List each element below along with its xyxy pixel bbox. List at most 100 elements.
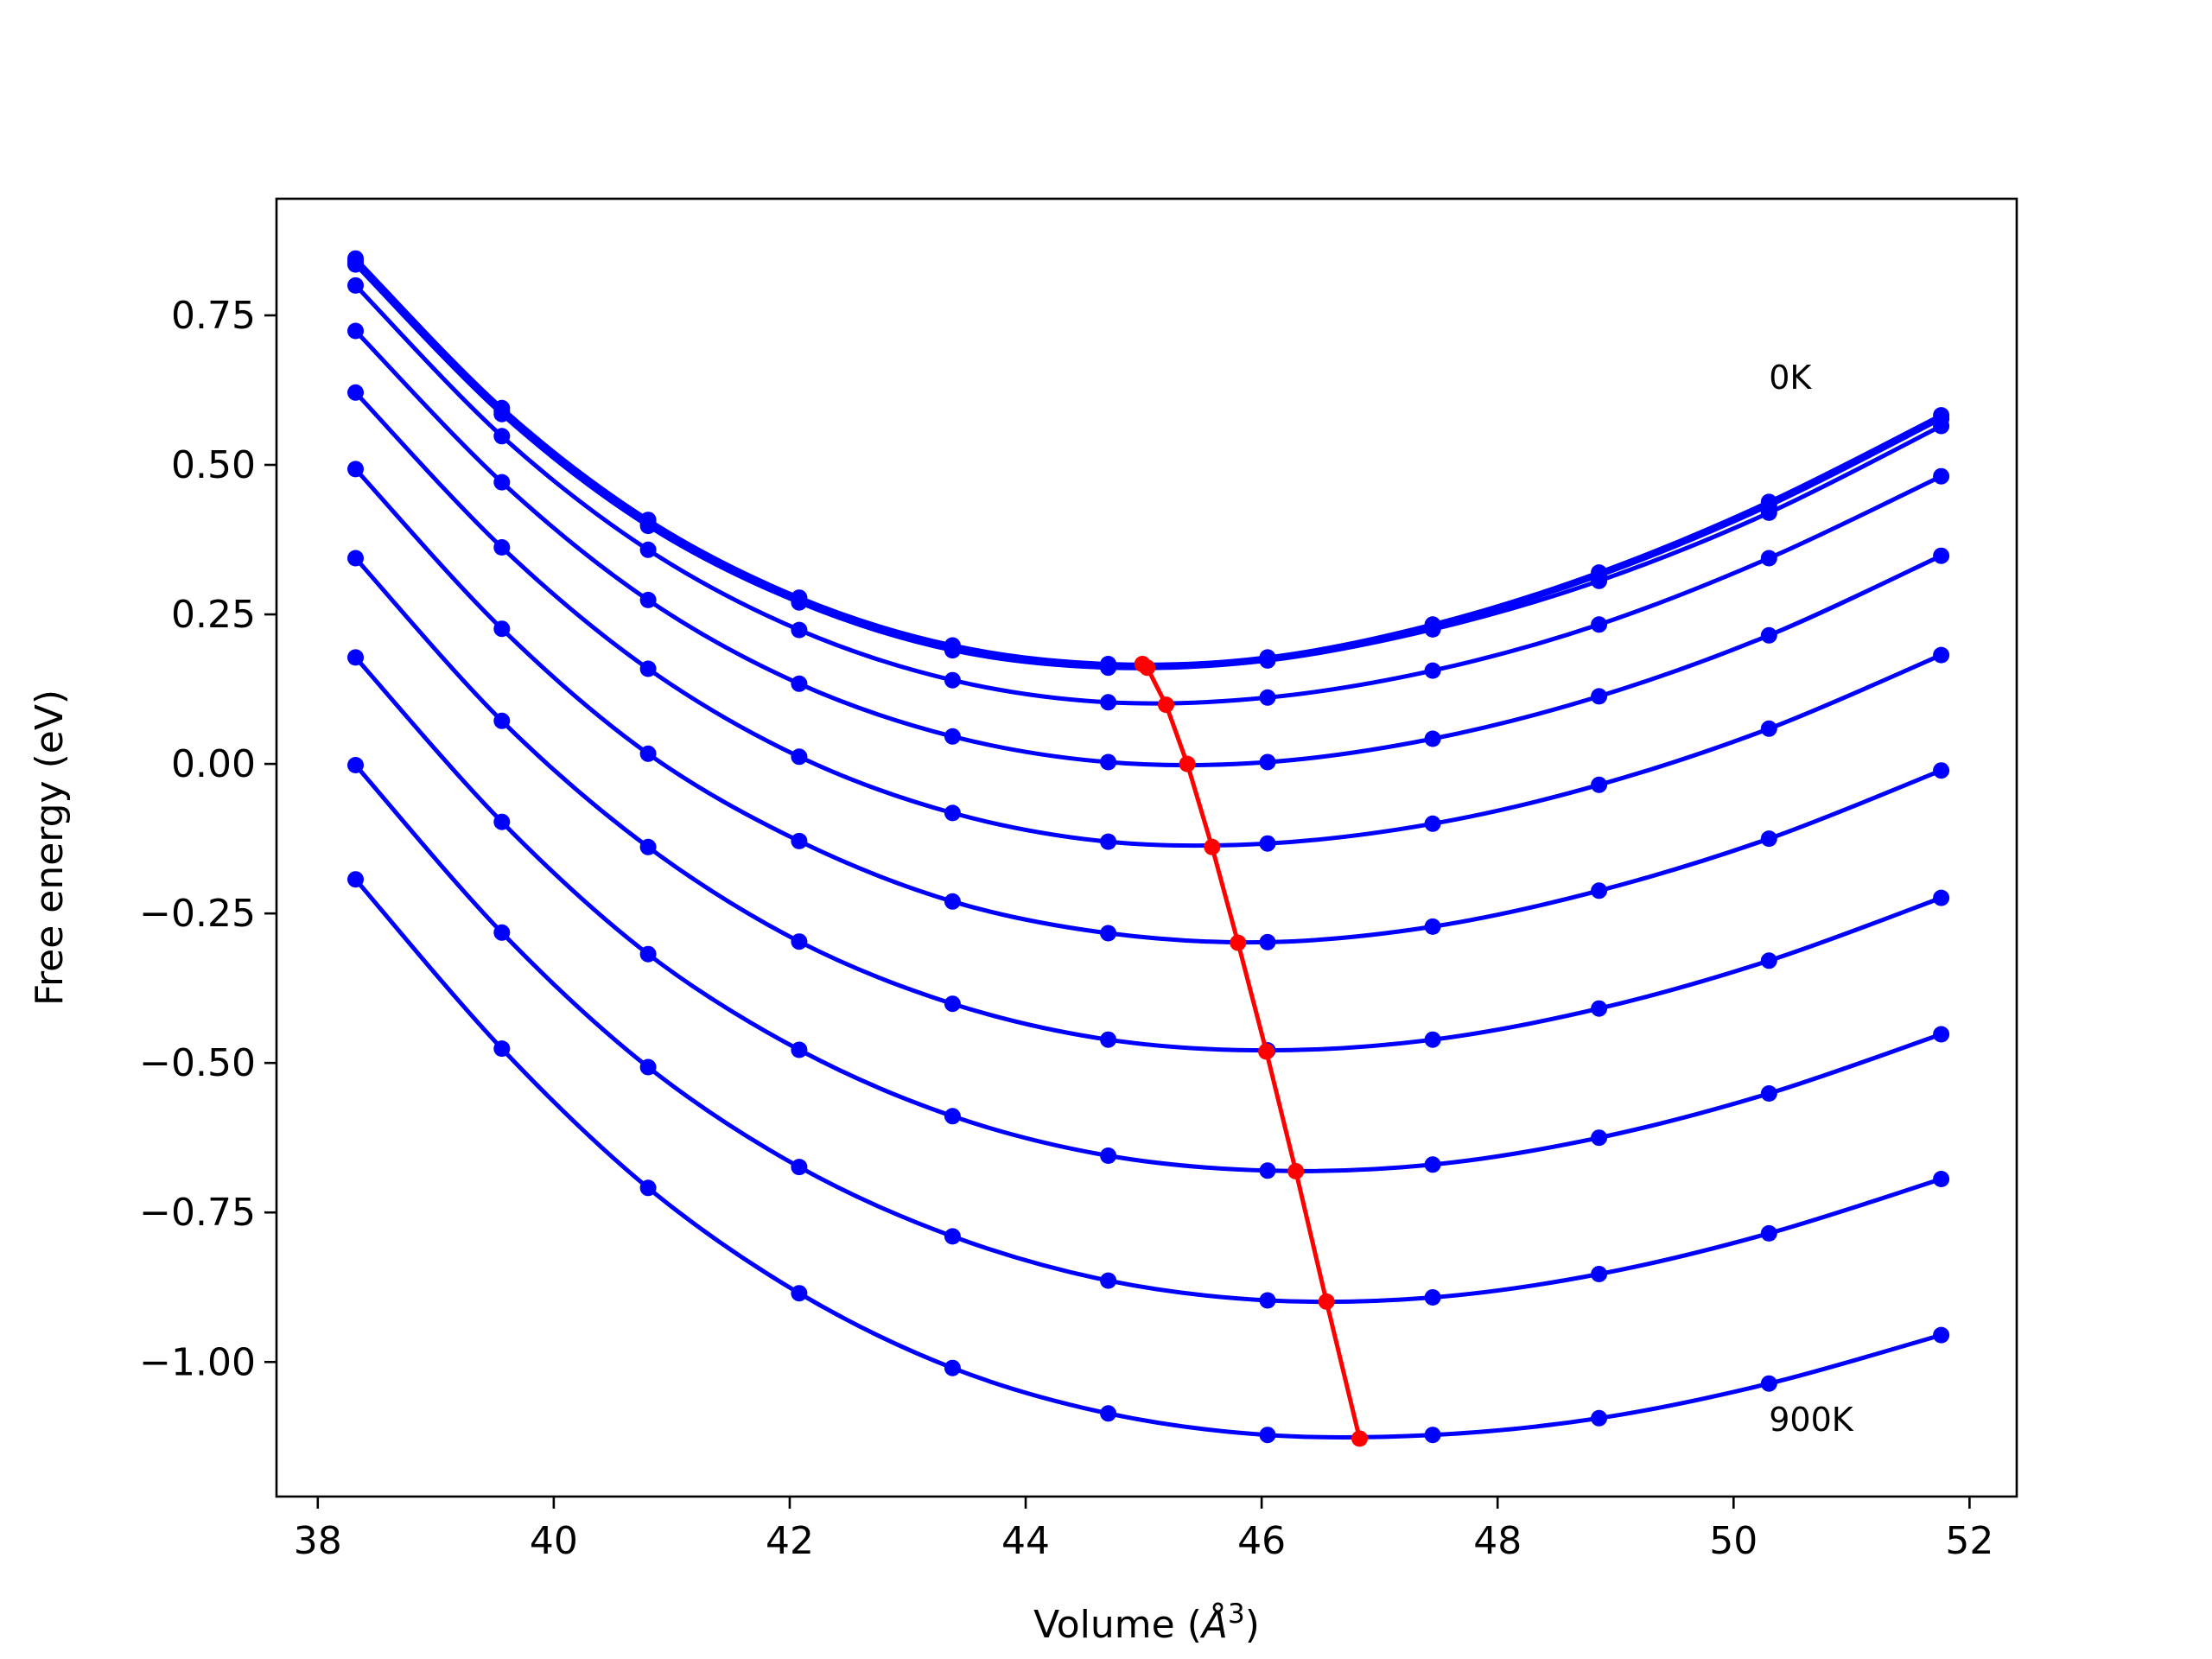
series-9-point-0	[347, 757, 364, 773]
series-3-point-6	[1259, 689, 1276, 706]
series-2-point-6	[1259, 652, 1276, 669]
series-9-point-3	[791, 1159, 808, 1176]
series-6-point-5	[1100, 925, 1117, 942]
series-9-point-10	[1933, 1171, 1950, 1187]
series-5-point-7	[1424, 815, 1441, 832]
series-6-point-10	[1933, 762, 1950, 779]
x-tick-label-2: 42	[766, 1519, 814, 1563]
y-tick-label-3: 0.00	[171, 742, 256, 786]
x-tick-label-6: 50	[1709, 1519, 1758, 1563]
x-tick-label-0: 38	[294, 1519, 342, 1563]
series-5-point-3	[791, 748, 808, 766]
series-7-point-7	[1424, 1031, 1441, 1048]
series-6-point-6	[1259, 933, 1276, 950]
minimum-point-7	[1287, 1163, 1305, 1179]
series-4-point-3	[791, 675, 808, 692]
series-3-point-4	[944, 671, 961, 689]
series-7-point-0	[347, 550, 364, 567]
series-2-point-5	[1100, 659, 1117, 677]
series-2-point-4	[944, 642, 961, 659]
series-3-point-7	[1424, 662, 1441, 679]
series-10-point-5	[1100, 1405, 1117, 1422]
series-5-point-6	[1259, 835, 1276, 852]
series-8-point-9	[1760, 1085, 1777, 1102]
series-8-point-0	[347, 649, 364, 666]
x-tick-label-7: 52	[1945, 1519, 1993, 1563]
series-5-point-2	[639, 660, 657, 677]
series-9-point-6	[1259, 1292, 1276, 1309]
series-5-point-1	[493, 539, 511, 556]
y-tick-label-2: 0.25	[171, 593, 256, 637]
series-9-point-7	[1424, 1289, 1441, 1306]
series-3-point-2	[639, 541, 657, 558]
series-7-point-10	[1933, 889, 1950, 906]
series-4-point-5	[1100, 753, 1117, 771]
series-9-point-1	[493, 924, 511, 941]
series-7-point-1	[493, 712, 511, 729]
series-6-point-1	[493, 620, 511, 638]
series-3-point-9	[1760, 550, 1777, 567]
series-8-point-7	[1424, 1156, 1441, 1173]
x-tick-label-1: 40	[530, 1519, 578, 1563]
series-3-point-10	[1933, 467, 1950, 485]
series-8-point-6	[1259, 1162, 1276, 1179]
series-6-point-3	[791, 832, 808, 849]
annotation-0: 0K	[1769, 359, 1812, 397]
minimum-point-9	[1351, 1430, 1368, 1447]
series-8-point-8	[1591, 1129, 1608, 1147]
y-tick-label-5: −0.50	[139, 1041, 256, 1085]
series-5-point-4	[944, 804, 961, 822]
series-9-point-4	[944, 1228, 961, 1245]
series-7-point-4	[944, 995, 961, 1013]
series-4-point-2	[639, 591, 657, 608]
series-4-point-9	[1760, 626, 1777, 644]
series-2-point-3	[791, 594, 808, 611]
series-line-9	[353, 763, 1942, 1305]
series-line-10	[353, 878, 1942, 1440]
series-2-point-2	[639, 518, 657, 535]
series-9-point-2	[639, 1058, 657, 1076]
x-tick-label-4: 46	[1237, 1519, 1286, 1563]
minimum-point-8	[1318, 1293, 1335, 1310]
series-6-point-7	[1424, 918, 1441, 935]
series-5-point-9	[1760, 720, 1777, 737]
series-4-point-10	[1933, 547, 1950, 564]
y-axis: 0.75 0.50 0.25 0.00 −0.25 −0.50 −0.75 −1.00	[139, 294, 276, 1384]
minimum-point-2	[1158, 696, 1174, 714]
y-tick-label-6: −0.75	[139, 1191, 256, 1235]
series-4-point-1	[493, 474, 511, 491]
series-8-point-1	[493, 813, 511, 830]
series-7-point-5	[1100, 1031, 1117, 1048]
series-3-point-5	[1100, 694, 1117, 711]
series-7-point-9	[1760, 952, 1777, 969]
series-5-point-10	[1933, 646, 1950, 664]
series-10-point-6	[1259, 1427, 1276, 1444]
series-2-point-10	[1933, 417, 1950, 435]
series-10-point-9	[1760, 1375, 1777, 1392]
series-6-point-2	[639, 745, 657, 762]
series-10-point-3	[791, 1285, 808, 1302]
minimum-point-5	[1230, 934, 1247, 951]
series-2-point-9	[1760, 504, 1777, 521]
series-7-point-8	[1591, 1000, 1608, 1017]
minimum-point-1	[1139, 659, 1156, 677]
series-10-point-7	[1424, 1427, 1441, 1444]
y-tick-label-4: −0.25	[139, 892, 256, 936]
x-tick-label-5: 48	[1473, 1519, 1522, 1563]
x-axis-label: Volume (Å3)	[1033, 1599, 1260, 1647]
series-5-point-5	[1100, 833, 1117, 850]
series-4-point-0	[347, 322, 364, 340]
minimum-point-4	[1204, 838, 1221, 855]
series-3-point-1	[493, 428, 511, 445]
series-3-point-3	[791, 621, 808, 639]
series-10-point-4	[944, 1359, 961, 1376]
series-4-point-7	[1424, 730, 1441, 747]
y-tick-label-0: 0.75	[171, 294, 256, 338]
series-2-point-8	[1591, 572, 1608, 589]
annotation-1: 900K	[1769, 1401, 1854, 1439]
series-5-point-8	[1591, 776, 1608, 793]
series-2-point-1	[493, 405, 511, 423]
series-10-point-2	[639, 1179, 657, 1197]
series-9-point-5	[1100, 1272, 1117, 1289]
